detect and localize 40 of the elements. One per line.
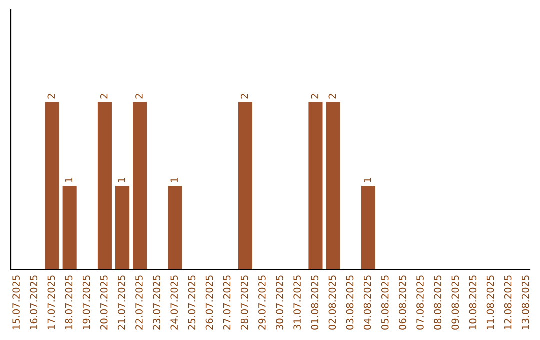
x-tick-label: 28.07.2025 — [240, 276, 248, 330]
x-tick-label: 18.07.2025 — [65, 276, 73, 330]
data-label: 2 — [100, 94, 108, 99]
data-label: 2 — [311, 94, 318, 99]
x-tick-label: 27.07.2025 — [223, 276, 231, 330]
x-tick-label: 02.08.2025 — [328, 276, 336, 330]
x-tick-label: 29.07.2025 — [258, 276, 266, 330]
data-label: 2 — [240, 94, 248, 99]
x-tick-label: 24.07.2025 — [170, 276, 178, 330]
x-tick-label: 16.07.2025 — [30, 276, 38, 330]
x-tick-label: 15.07.2025 — [12, 276, 20, 330]
x-tick-label: 23.07.2025 — [153, 276, 160, 330]
x-tick-label: 04.08.2025 — [364, 276, 372, 330]
data-label: 1 — [65, 178, 73, 182]
x-tick-label: 12.08.2025 — [504, 276, 512, 330]
x-tick-label: 09.08.2025 — [452, 276, 460, 330]
x-tick-label: 21.07.2025 — [118, 276, 126, 330]
x-tick-label: 26.07.2025 — [206, 276, 214, 330]
data-label: 1 — [170, 178, 178, 182]
x-tick-label: 07.08.2025 — [416, 276, 424, 330]
x-tick-label: 31.07.2025 — [294, 276, 301, 330]
x-tick-label: 01.08.2025 — [311, 276, 319, 330]
x-tick-label: 08.08.2025 — [434, 276, 442, 330]
x-tick-label: 19.07.2025 — [82, 276, 90, 330]
x-tick-label: 30.07.2025 — [276, 276, 284, 330]
x-tick-label: 06.08.2025 — [399, 276, 406, 330]
data-label: 2 — [48, 94, 55, 99]
x-tick-label: 22.07.2025 — [136, 276, 143, 330]
x-tick-label: 10.08.2025 — [469, 276, 477, 330]
data-label: 1 — [118, 178, 126, 182]
x-tick-label: 25.07.2025 — [188, 276, 196, 330]
data-label: 2 — [136, 94, 143, 99]
data-label: 2 — [328, 94, 336, 99]
x-tick-label: 20.07.2025 — [100, 276, 108, 330]
x-tick-label: 11.08.2025 — [486, 276, 494, 330]
x-tick-label: 17.07.2025 — [48, 276, 56, 330]
x-tick-label: 03.08.2025 — [346, 276, 354, 330]
x-tick-label: 05.08.2025 — [381, 276, 389, 330]
x-tick-label: 13.08.2025 — [522, 276, 530, 330]
data-label: 1 — [364, 178, 372, 182]
